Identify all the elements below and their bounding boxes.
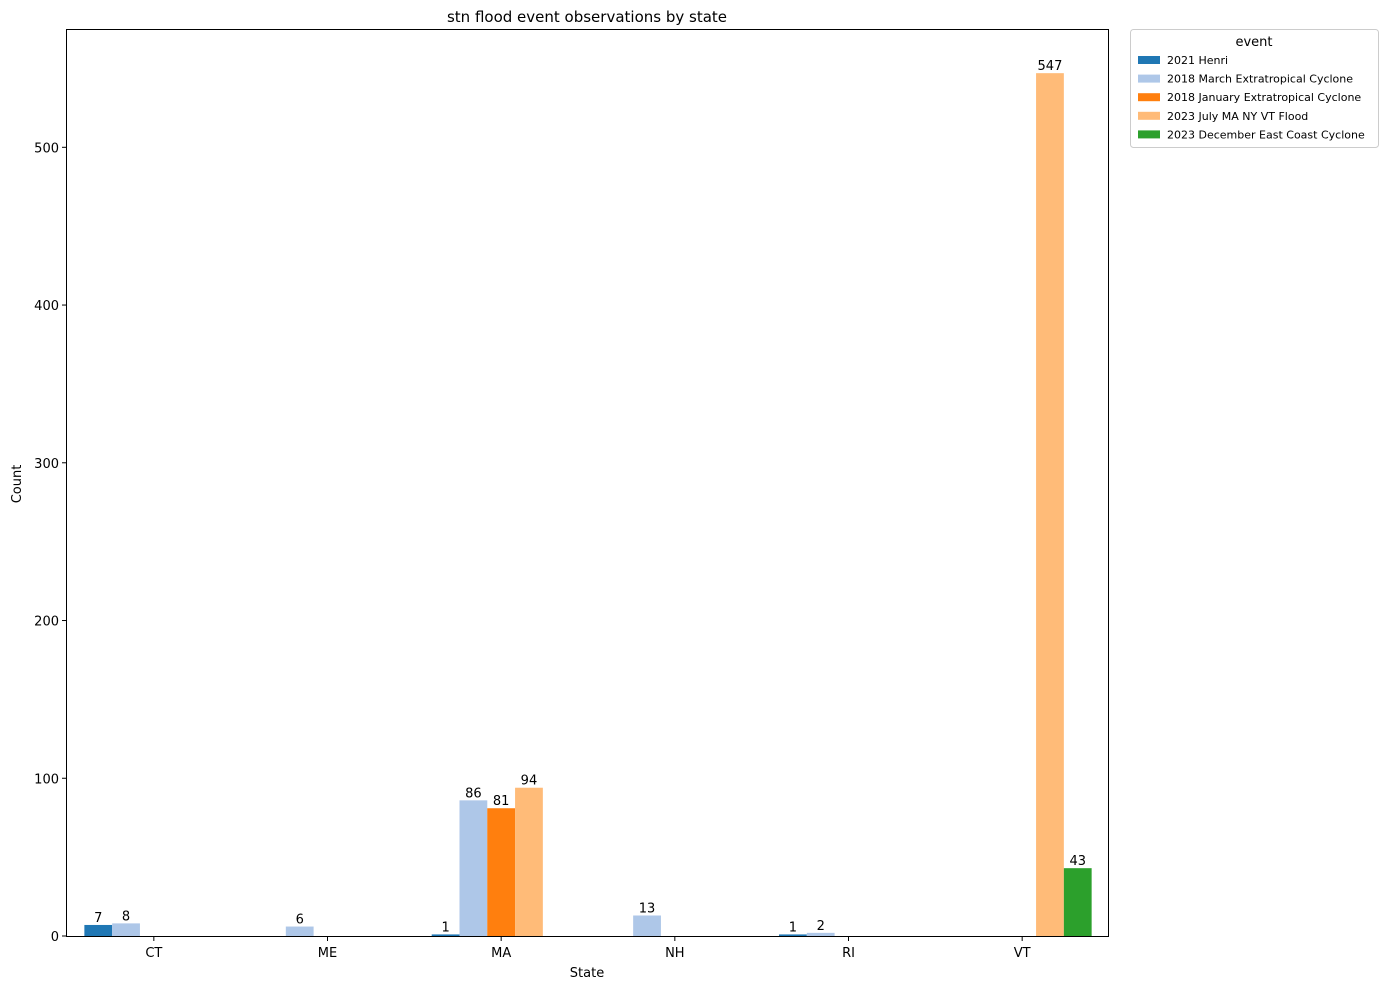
legend-label-2023-december-east-coast-cyclone: 2023 December East Coast Cyclone	[1167, 128, 1365, 141]
legend-swatch-2023-december-east-coast-cyclone	[1138, 130, 1160, 139]
legend-items: 2021 Henri 2018 March Extratropical Cyclo…	[1138, 54, 1365, 141]
legend-swatch-2018-march-extratropical-cyclone	[1138, 74, 1160, 83]
legend-title: event	[1235, 35, 1272, 50]
bar-ma-2023-july-ma-ny-vt-flood	[515, 787, 543, 936]
chart-title: stn flood event observations by state	[447, 8, 727, 26]
legend-box	[1130, 29, 1379, 148]
bar-vt-2023-december-east-coast-cyclone	[1063, 868, 1092, 936]
y-tick-label: 300	[34, 457, 59, 472]
legend-label-2021-henri: 2021 Henri	[1167, 54, 1228, 67]
bar-value-label: 13	[639, 901, 656, 916]
legend-label-2018-march-extratropical-cyclone: 2018 March Extratropical Cyclone	[1167, 73, 1353, 86]
x-tick-label-me: ME	[318, 946, 337, 961]
bar-nh-2018-march-extratropical-cyclone	[633, 915, 661, 936]
bar-value-label: 8	[122, 909, 130, 924]
plot-frame	[66, 29, 1109, 937]
bar-value-label: 1	[441, 920, 449, 935]
y-tick-label: 100	[34, 772, 59, 787]
x-axis-label: State	[570, 966, 604, 981]
y-axis-label: Count	[10, 465, 25, 504]
bar-value-label: 43	[1069, 854, 1086, 869]
bar-ma-2018-january-extratropical-cyclone	[487, 808, 516, 936]
x-tick-label-ri: RI	[842, 946, 855, 961]
y-tick-label: 400	[34, 299, 59, 314]
bar-ma-2021-henri	[431, 934, 460, 936]
legend-swatch-2018-january-extratropical-cyclone	[1138, 93, 1160, 102]
bar-me-2018-march-extratropical-cyclone	[285, 926, 314, 936]
legend-label-2018-january-extratropical-cyclone: 2018 January Extratropical Cyclone	[1167, 91, 1361, 104]
bar-value-label: 86	[465, 786, 482, 801]
bar-value-label: 2	[817, 919, 825, 934]
bar-ma-2018-march-extratropical-cyclone	[459, 800, 488, 936]
legend: event 2021 Henri 2018 March Extratropical…	[1130, 29, 1379, 148]
bar-value-label: 7	[94, 911, 102, 926]
bar-value-label: 6	[296, 913, 304, 928]
y-tick-label: 200	[34, 615, 59, 630]
x-tick-label-ma: MA	[491, 946, 511, 961]
y-tick-label: 0	[51, 930, 59, 945]
bar-value-label: 94	[521, 774, 538, 789]
bar-ri-2018-march-extratropical-cyclone	[806, 932, 835, 936]
bar-value-label: 81	[493, 794, 510, 809]
bar-ct-2021-henri	[84, 924, 113, 936]
bar-ri-2021-henri	[779, 934, 807, 936]
x-axis: CT ME MA NH RI VT	[145, 936, 1031, 961]
bar-vt-2023-july-ma-ny-vt-flood	[1036, 73, 1064, 937]
bar-ct-2018-march-extratropical-cyclone	[112, 923, 140, 936]
y-tick-label: 500	[34, 141, 59, 156]
x-tick-label-vt: VT	[1014, 946, 1031, 961]
y-axis: 0 100 200 300 400 500	[34, 141, 67, 945]
legend-label-2023-july-ma-ny-vt-flood: 2023 July MA NY VT Flood	[1167, 110, 1308, 123]
bars-group	[84, 73, 1092, 937]
bar-value-label: 1	[789, 920, 797, 935]
legend-swatch-2023-july-ma-ny-vt-flood	[1138, 111, 1160, 120]
bar-value-label: 547	[1038, 59, 1063, 74]
x-tick-label-nh: NH	[665, 946, 685, 961]
legend-swatch-2021-henri	[1138, 56, 1160, 64]
x-tick-label-ct: CT	[145, 946, 162, 961]
